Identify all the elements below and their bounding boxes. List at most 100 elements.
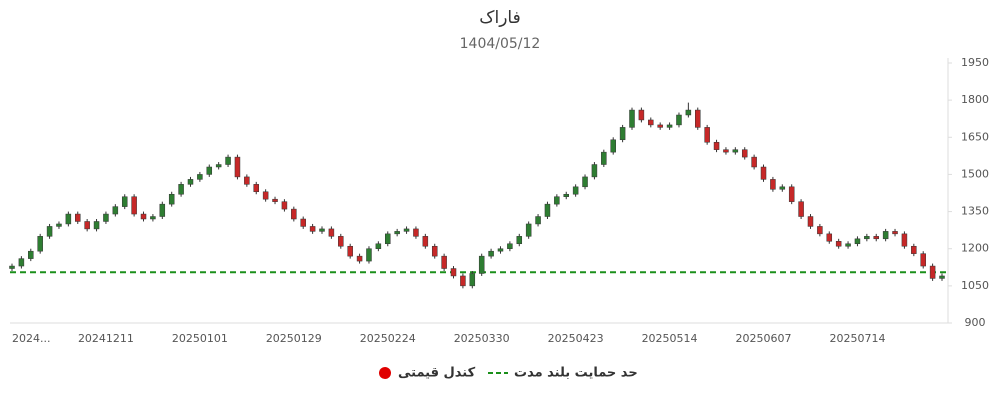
- candle-body: [591, 164, 598, 178]
- x-tick-label: 20250129: [266, 332, 322, 345]
- candle-body: [826, 233, 833, 242]
- candle-body: [93, 221, 100, 230]
- legend-label: حد حمایت بلند مدت: [514, 366, 638, 381]
- candle-body: [215, 164, 222, 168]
- candle-body: [901, 233, 908, 247]
- chart-subtitle: 1404/05/12: [460, 36, 541, 52]
- candle-body: [112, 206, 119, 215]
- candle-body: [610, 139, 616, 153]
- candle-body: [28, 250, 34, 259]
- x-tick-label: 20250714: [829, 332, 885, 345]
- x-tick-label: 20250224: [360, 332, 416, 345]
- candle-body: [403, 228, 410, 232]
- candle-body: [507, 243, 513, 249]
- candle-body: [723, 149, 729, 153]
- candle-body: [394, 231, 400, 235]
- candle-body: [187, 179, 194, 185]
- candle-body: [601, 151, 607, 165]
- candle-body: [676, 114, 682, 126]
- candle-body: [18, 258, 25, 267]
- candle-body: [619, 127, 626, 141]
- y-tick-label: 900: [965, 316, 986, 329]
- candle-body: [788, 186, 795, 202]
- x-tick-label: 20250101: [172, 332, 228, 345]
- legend-label: کندل قیمتی: [398, 366, 476, 381]
- candle-body: [206, 166, 213, 175]
- candle-body: [713, 141, 720, 150]
- candle-body: [272, 198, 278, 202]
- chart-title: فاراک: [479, 8, 520, 28]
- y-tick-label: 1800: [961, 93, 989, 106]
- candle-body: [873, 236, 879, 240]
- x-tick-label: 20250330: [454, 332, 510, 345]
- x-tick-label: 20250607: [736, 332, 792, 345]
- candle-body: [121, 196, 128, 207]
- candle-body: [385, 233, 391, 245]
- candle-body: [892, 231, 898, 235]
- candle-body: [516, 236, 523, 245]
- candle-body: [84, 221, 90, 230]
- candle-body: [450, 268, 457, 277]
- y-tick-label: 1500: [961, 167, 989, 180]
- candle-body: [319, 228, 325, 232]
- candle-body: [37, 236, 43, 252]
- candle-body: [657, 124, 663, 128]
- candle-body: [159, 203, 166, 217]
- candle-body: [648, 119, 654, 126]
- candle-body: [469, 273, 476, 287]
- candle-body: [178, 184, 184, 195]
- candle-body: [291, 208, 297, 220]
- candle-body: [197, 174, 203, 180]
- candle-body: [563, 193, 569, 197]
- candle-body: [920, 253, 926, 267]
- candle-body: [544, 203, 551, 217]
- candle-body: [225, 156, 231, 165]
- y-tick-label: 1650: [961, 130, 989, 143]
- candle-body: [347, 245, 353, 257]
- candle-body: [582, 176, 588, 188]
- candle-body: [65, 213, 72, 225]
- candle-body: [751, 156, 757, 168]
- y-tick-label: 1200: [961, 242, 989, 255]
- y-tick-label: 1050: [961, 279, 989, 292]
- x-tick-label: 20250423: [548, 332, 604, 345]
- candle-body: [309, 226, 316, 232]
- candle-body: [854, 238, 861, 245]
- candle-body: [685, 109, 692, 116]
- candle-body: [253, 184, 259, 193]
- candle-body: [75, 213, 81, 222]
- candle-body: [525, 223, 532, 237]
- candle-body: [46, 226, 53, 237]
- candle-body: [356, 255, 363, 262]
- candle-body: [798, 201, 804, 217]
- candle-body: [666, 124, 673, 128]
- x-tick-label: 20241211: [78, 332, 134, 345]
- candle-body: [732, 149, 739, 153]
- candle-body: [807, 216, 814, 227]
- candle-body: [554, 196, 560, 205]
- candle-body: [704, 127, 710, 143]
- y-tick-label: 1350: [961, 205, 989, 218]
- candle-body: [150, 216, 156, 220]
- candle-body: [911, 245, 917, 254]
- candle-body: [535, 216, 541, 225]
- candle-body: [695, 109, 701, 128]
- candle-body: [131, 196, 137, 215]
- candle-body: [441, 255, 447, 269]
- candle-body: [338, 236, 344, 247]
- candle-body: [234, 156, 241, 178]
- candle-body: [375, 243, 382, 249]
- legend-candle-swatch: [379, 367, 391, 379]
- candle-body: [413, 228, 419, 237]
- candle-body: [281, 201, 288, 210]
- candle-body: [770, 179, 776, 190]
- candle-body: [845, 243, 851, 247]
- candle-body: [168, 193, 175, 205]
- candle-body: [422, 236, 429, 247]
- candle-body: [460, 275, 466, 287]
- candle-body: [864, 236, 870, 240]
- candle-body: [366, 248, 372, 262]
- candle-body: [497, 248, 504, 252]
- candle-body: [431, 245, 438, 257]
